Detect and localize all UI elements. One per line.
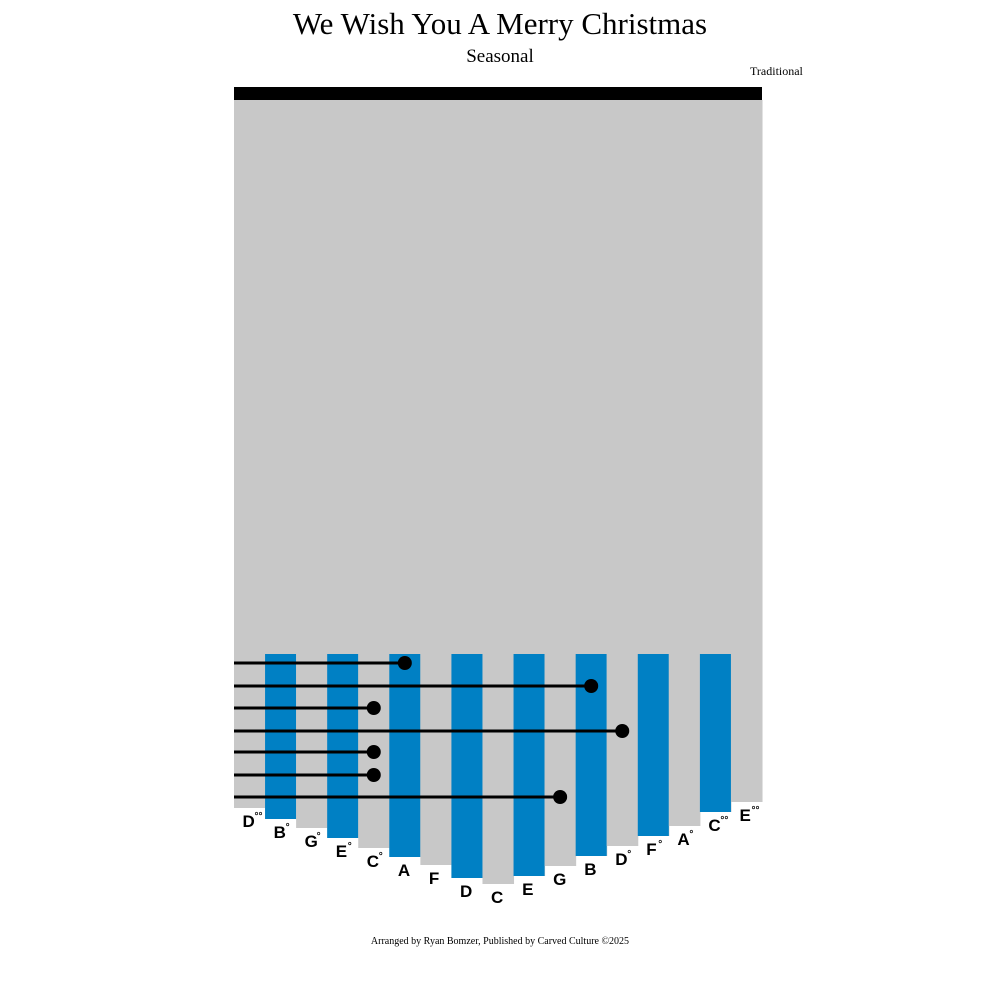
tine-label: E: [336, 842, 347, 861]
tine-label: G: [553, 870, 566, 889]
tine-label: G: [305, 832, 318, 851]
tine-label: D: [243, 812, 255, 831]
tine-octave-mark: °: [379, 851, 383, 862]
note-dot: [397, 656, 412, 670]
tine-label: B: [274, 823, 286, 842]
tine-blue: [451, 654, 483, 878]
note-dot: [553, 790, 568, 804]
tine-label: F: [429, 869, 439, 888]
song-title: We Wish You A Merry Christmas: [292, 6, 708, 41]
tine-body: [234, 100, 266, 808]
note-dot: [366, 768, 381, 782]
tine-label: D: [460, 882, 472, 901]
tine-blue: [389, 654, 421, 857]
tine-octave-mark: °: [348, 841, 352, 852]
tine-body: [730, 100, 763, 802]
tine-octave-mark: °: [286, 822, 290, 833]
footer-credits: Arranged by Ryan Bomzer, Published by Ca…: [370, 936, 630, 947]
tine-body: [606, 100, 639, 846]
tine-label: A: [398, 861, 410, 880]
note-dot: [584, 679, 599, 693]
tine-octave-mark: °: [627, 849, 631, 860]
tine-octave-mark: °°: [720, 815, 728, 826]
tine-blue: [265, 654, 297, 819]
tine-label: A: [677, 830, 689, 849]
tine-octave-mark: °°: [255, 811, 263, 822]
tine-octave-mark: °: [317, 831, 321, 842]
tine-label: C: [367, 852, 379, 871]
tine-label: B: [584, 860, 596, 879]
tine-octave-mark: °°: [751, 805, 759, 816]
composer: Traditional: [750, 64, 803, 78]
tine-octave-mark: °: [658, 839, 662, 850]
note-dot: [366, 701, 381, 715]
top-bar: [234, 87, 762, 100]
note-dot: [366, 745, 381, 759]
tine-body: [544, 100, 577, 866]
tine-blue: [327, 654, 359, 838]
tine-body: [358, 100, 390, 848]
tine-label: C: [708, 816, 720, 835]
tine-body: [482, 100, 515, 884]
tine-body: [420, 100, 452, 865]
tine-label: E: [739, 806, 750, 825]
tine-octave-mark: °: [689, 829, 693, 840]
song-subtitle: Seasonal: [466, 46, 534, 67]
tine-body: [668, 100, 701, 826]
tine-label: F: [646, 840, 656, 859]
tine-body: [296, 100, 328, 828]
tine-label: D: [615, 850, 627, 869]
tine-blue: [699, 654, 731, 812]
note-dot: [615, 724, 630, 738]
tine-blue: [513, 654, 545, 876]
tine-label: E: [522, 880, 533, 899]
tine-label: C: [491, 888, 503, 907]
tine-blue: [637, 654, 669, 836]
